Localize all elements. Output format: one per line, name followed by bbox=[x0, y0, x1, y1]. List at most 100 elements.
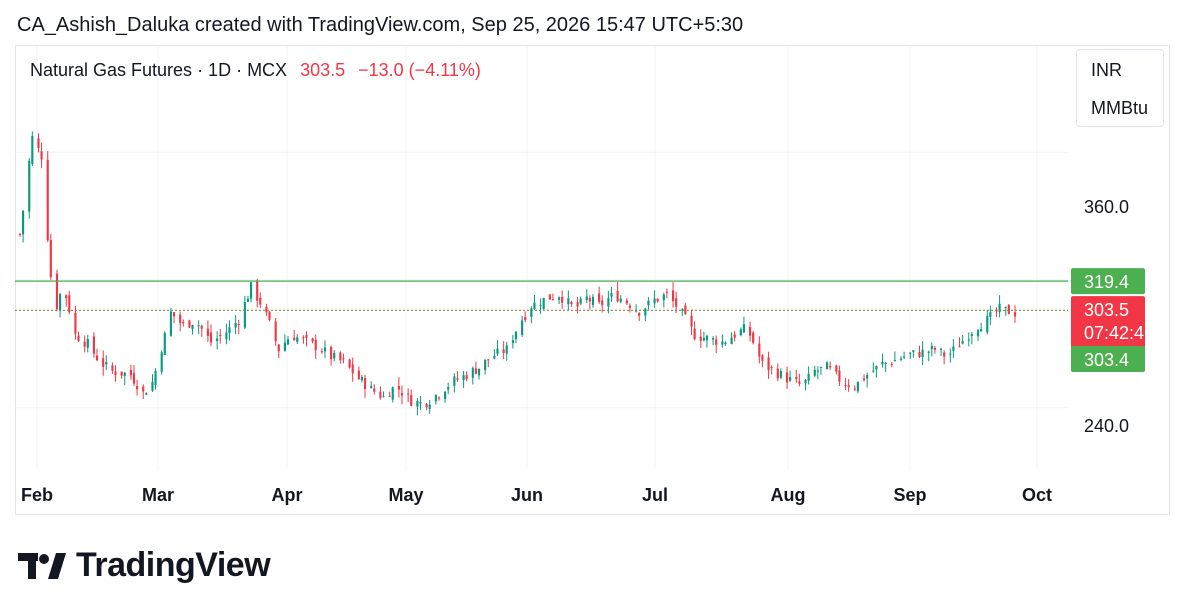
candle-down bbox=[715, 339, 718, 345]
x-tick-label: Mar bbox=[142, 485, 174, 505]
candle-up bbox=[246, 298, 250, 302]
x-tick-label: Apr bbox=[272, 485, 303, 505]
candle-up bbox=[462, 375, 465, 381]
candle-down bbox=[256, 281, 259, 301]
candle-down bbox=[844, 384, 847, 386]
candle-up bbox=[635, 310, 638, 312]
candle-up bbox=[816, 370, 819, 372]
candle-down bbox=[200, 325, 203, 329]
candle-down bbox=[829, 365, 832, 368]
candle-down bbox=[373, 388, 376, 392]
candle-down bbox=[748, 326, 752, 336]
candle-down bbox=[684, 305, 687, 315]
candle-up bbox=[382, 395, 385, 397]
candle-up bbox=[105, 362, 108, 365]
candle-up bbox=[619, 298, 622, 302]
candle-down bbox=[379, 391, 382, 398]
currency-label[interactable]: INR bbox=[1091, 60, 1122, 80]
candle-up bbox=[360, 377, 364, 381]
candle-up bbox=[579, 298, 582, 304]
candle-down bbox=[407, 393, 410, 395]
candle-up bbox=[712, 338, 715, 340]
candle-up bbox=[163, 332, 166, 355]
candle-up bbox=[647, 300, 650, 306]
candle-down bbox=[425, 403, 428, 408]
level-label-upper-bg bbox=[1071, 268, 1145, 295]
candle-down bbox=[18, 233, 22, 235]
candle-up bbox=[323, 347, 327, 352]
candle-down bbox=[576, 302, 579, 307]
candle-up bbox=[145, 393, 148, 395]
candle-down bbox=[388, 395, 391, 397]
candle-down bbox=[598, 293, 601, 302]
candle-down bbox=[320, 351, 323, 353]
tradingview-logo: TradingView bbox=[18, 546, 271, 585]
candle-down bbox=[339, 352, 342, 361]
candle-down bbox=[437, 397, 441, 399]
symbol-legend[interactable]: Natural Gas Futures · 1D · MCX 303.5 −13… bbox=[30, 60, 481, 81]
candle-up bbox=[909, 352, 912, 354]
candle-down bbox=[55, 273, 59, 310]
candle-down bbox=[259, 297, 262, 305]
candle-up bbox=[444, 391, 447, 399]
candle-down bbox=[363, 378, 367, 389]
candle-up bbox=[949, 353, 952, 355]
candle-up bbox=[243, 301, 246, 328]
candle-up bbox=[976, 330, 980, 337]
candle-down bbox=[767, 357, 770, 371]
candle-down bbox=[890, 363, 893, 365]
candle-up bbox=[989, 312, 992, 317]
candle-up bbox=[505, 345, 508, 354]
candle-down bbox=[770, 366, 773, 368]
candle-up bbox=[197, 325, 200, 327]
candle-up bbox=[471, 368, 474, 378]
candle-up bbox=[980, 329, 983, 332]
candle-down bbox=[958, 346, 961, 348]
candle-down bbox=[172, 312, 176, 317]
candle-up bbox=[191, 324, 194, 329]
candle-down bbox=[188, 320, 191, 328]
candle-up bbox=[872, 370, 875, 372]
candle-down bbox=[219, 334, 222, 337]
candle-up bbox=[477, 368, 481, 376]
candle-down bbox=[561, 296, 564, 303]
candle-down bbox=[795, 376, 798, 380]
candle-down bbox=[102, 358, 105, 367]
candle-down bbox=[120, 371, 123, 376]
candle-down bbox=[616, 291, 619, 302]
candle-up bbox=[530, 308, 533, 317]
candle-up bbox=[875, 366, 878, 370]
candle-down bbox=[311, 338, 314, 342]
candle-up bbox=[884, 362, 887, 364]
last-price-badge: 303.5 07:42:47 bbox=[1071, 296, 1154, 349]
candle-up bbox=[662, 294, 665, 301]
candle-up bbox=[154, 370, 157, 386]
currency-unit-selector[interactable]: INR MMBtu bbox=[1076, 49, 1164, 127]
chart-attribution: CA_Ashish_Daluka created with TradingVie… bbox=[17, 14, 744, 36]
candle-up bbox=[123, 372, 126, 377]
last-price-badge-bg bbox=[1071, 296, 1145, 349]
unit-label[interactable]: MMBtu bbox=[1091, 98, 1149, 118]
price-change: −13.0 (−4.11%) bbox=[358, 60, 481, 80]
candle-up bbox=[234, 323, 237, 328]
candle-up bbox=[826, 362, 829, 370]
candle-down bbox=[625, 300, 628, 304]
candle-down bbox=[638, 312, 641, 316]
candle-down bbox=[847, 385, 850, 387]
candle-up bbox=[967, 339, 970, 341]
candle-up bbox=[453, 376, 456, 386]
candle-up bbox=[591, 296, 595, 305]
last-price-badge-text: 07:42:47 bbox=[1084, 323, 1154, 343]
candle-up bbox=[804, 379, 807, 384]
candle-down bbox=[268, 311, 271, 320]
candle-down bbox=[465, 375, 468, 380]
candle-up bbox=[484, 359, 487, 371]
candle-down bbox=[357, 370, 360, 380]
candle-up bbox=[533, 302, 536, 310]
candle-down bbox=[862, 378, 866, 381]
candle-down bbox=[400, 393, 404, 396]
candle-up bbox=[779, 370, 782, 378]
candle-up bbox=[225, 332, 228, 340]
candle-down bbox=[601, 300, 604, 306]
